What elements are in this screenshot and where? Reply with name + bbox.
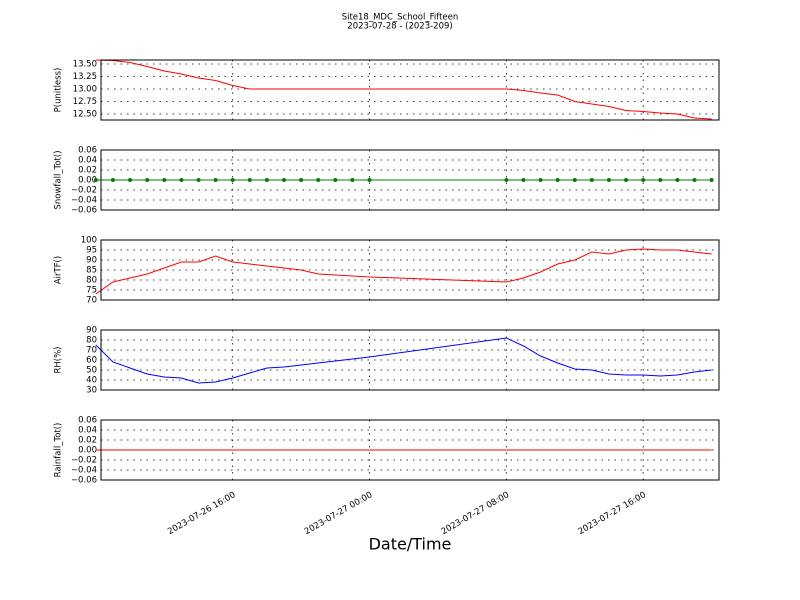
data-marker: [213, 178, 218, 182]
y-tick-label: 80: [86, 336, 97, 346]
y-tick-label: 0.06: [78, 146, 97, 156]
data-marker: [333, 178, 338, 182]
y-tick-label: 13.25: [73, 72, 97, 82]
y-tick-label: 60: [86, 356, 97, 366]
y-tick-label: −0.06: [71, 206, 97, 216]
y-axis-label: Snowfall_Tot(): [54, 150, 64, 209]
y-tick-label: 12.50: [73, 110, 97, 120]
plot-frame: [100, 419, 720, 481]
plot-frame: [100, 329, 720, 391]
y-tick-label: 90: [86, 326, 97, 336]
plot-frame: [100, 149, 720, 211]
x-tick-label: 2023-07-26 16:00: [166, 490, 237, 537]
y-tick-label: 0.02: [78, 166, 97, 176]
plot-frame: [100, 59, 720, 121]
data-marker: [230, 178, 235, 182]
data-marker: [572, 178, 577, 182]
y-tick-label: 75: [86, 286, 97, 296]
y-tick-label: 13.50: [73, 60, 97, 70]
data-marker: [179, 178, 184, 182]
y-tick-label: 95: [86, 246, 97, 256]
plot-frame: [100, 239, 720, 301]
data-marker: [162, 178, 167, 182]
y-tick-label: 0.06: [78, 416, 97, 426]
y-axis-label: Rainfall_Tot(): [54, 423, 64, 478]
data-marker: [675, 178, 680, 182]
data-line: [95, 248, 712, 295]
y-tick-label: 0.02: [78, 436, 97, 446]
data-marker: [350, 178, 355, 182]
data-marker: [110, 178, 115, 182]
y-tick-label: −0.02: [71, 186, 97, 196]
data-line: [95, 337, 712, 384]
data-marker: [247, 178, 252, 182]
y-tick-label: 13.00: [73, 85, 97, 95]
data-marker: [316, 178, 321, 182]
data-marker: [692, 178, 697, 182]
x-tick-label: 2023-07-27 08:00: [440, 490, 511, 537]
y-axis-label: RH(%): [54, 346, 64, 373]
data-marker: [299, 178, 304, 182]
y-tick-label: 80: [86, 276, 97, 286]
y-axis-label: AirTF(): [54, 256, 64, 284]
data-marker: [589, 178, 594, 182]
y-tick-label: 0.00: [78, 446, 97, 456]
data-marker: [521, 178, 526, 182]
y-tick-label: 40: [86, 376, 97, 386]
chart-subtitle: 2023-07-28 - (2023-209): [347, 22, 452, 32]
data-line: [95, 59, 712, 120]
data-marker: [709, 178, 714, 182]
data-marker: [641, 178, 646, 182]
data-marker: [93, 178, 98, 182]
data-marker: [282, 178, 287, 182]
y-tick-label: −0.04: [71, 196, 97, 206]
y-tick-label: 12.75: [73, 97, 97, 107]
y-tick-label: 70: [86, 296, 97, 306]
y-tick-label: −0.06: [71, 476, 97, 486]
x-axis-label: Date/Time: [369, 535, 452, 554]
data-marker: [658, 178, 663, 182]
y-tick-label: 85: [86, 266, 97, 276]
x-tick-label: 2023-07-27 00:00: [303, 490, 374, 537]
y-tick-label: 100: [81, 236, 97, 246]
data-marker: [555, 178, 560, 182]
y-tick-label: −0.02: [71, 456, 97, 466]
data-marker: [128, 178, 133, 182]
y-tick-label: 30: [86, 386, 97, 396]
data-marker: [264, 178, 269, 182]
data-marker: [538, 178, 543, 182]
y-tick-label: 0.04: [78, 426, 97, 436]
y-tick-label: 90: [86, 256, 97, 266]
y-tick-label: −0.04: [71, 466, 97, 476]
y-tick-label: 50: [86, 366, 97, 376]
data-marker: [504, 178, 509, 182]
data-marker: [606, 178, 611, 182]
data-marker: [196, 178, 201, 182]
data-marker: [145, 178, 150, 182]
y-tick-label: 0.00: [78, 176, 97, 186]
chart-title: Site18_MDC_School_Fifteen: [342, 13, 459, 23]
y-tick-label: 0.04: [78, 156, 97, 166]
y-axis-label: P(unitless): [54, 68, 64, 113]
data-marker: [624, 178, 629, 182]
data-marker: [367, 178, 372, 182]
x-tick-label: 2023-07-27 16:00: [577, 490, 648, 537]
y-tick-label: 70: [86, 346, 97, 356]
